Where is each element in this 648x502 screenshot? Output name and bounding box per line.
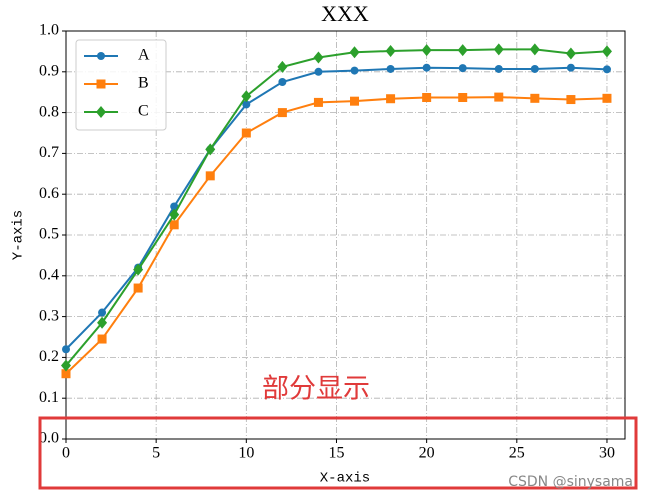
axes-frame <box>65 30 626 440</box>
marker <box>314 67 323 76</box>
y-tick-label: 0.6 <box>39 185 59 202</box>
marker <box>386 94 396 104</box>
marker <box>97 52 105 60</box>
marker <box>457 44 468 57</box>
marker <box>242 100 251 109</box>
legend-label: B <box>138 75 149 92</box>
marker <box>277 108 287 118</box>
marker <box>530 64 539 73</box>
marker <box>277 60 288 73</box>
x-tick-label: 20 <box>419 445 435 462</box>
marker <box>278 78 287 86</box>
marker <box>62 345 70 354</box>
marker <box>61 369 71 379</box>
chart-title: XXX <box>321 1 369 26</box>
marker <box>61 359 71 372</box>
marker <box>458 93 468 103</box>
x-tick-label: 5 <box>152 445 160 462</box>
marker <box>422 63 431 72</box>
y-tick-label: 0.5 <box>39 226 59 243</box>
marker <box>169 208 180 221</box>
marker <box>601 45 612 58</box>
series-line <box>65 96 608 375</box>
annotation: 部分显示 <box>262 374 370 405</box>
marker <box>494 64 503 73</box>
marker <box>133 283 143 293</box>
legend-label: A <box>138 47 150 64</box>
x-tick-label: 15 <box>328 445 344 462</box>
marker <box>96 79 106 89</box>
marker <box>350 66 359 75</box>
marker <box>170 202 179 211</box>
marker <box>385 44 396 57</box>
highlight-box <box>38 416 638 490</box>
y-tick-label: 0.3 <box>39 307 59 324</box>
marker <box>494 92 504 102</box>
marker <box>565 47 576 60</box>
legend-label: C <box>138 103 149 120</box>
x-tick-label: 10 <box>238 445 254 462</box>
marker <box>313 97 323 107</box>
legend: ABC <box>75 39 167 131</box>
series-line <box>65 48 608 367</box>
marker <box>530 93 540 103</box>
y-tick-label: 1.0 <box>39 22 59 39</box>
y-tick-label: 0.1 <box>39 389 59 406</box>
marker <box>241 90 252 103</box>
marker <box>169 220 179 230</box>
y-tick-label: 0.8 <box>39 103 59 120</box>
marker <box>350 96 360 106</box>
marker <box>566 95 576 105</box>
marker <box>458 64 467 73</box>
marker <box>529 43 540 56</box>
marker <box>386 64 395 73</box>
watermark: CSDN @sinysama <box>508 474 633 490</box>
y-tick-label: 0.0 <box>39 430 59 447</box>
marker <box>493 43 504 56</box>
marker <box>313 51 324 64</box>
marker <box>422 93 432 103</box>
x-tick-label: 25 <box>509 445 525 462</box>
y-axis-label: Y-axis <box>11 210 27 260</box>
marker <box>241 128 251 138</box>
marker <box>97 334 107 344</box>
marker <box>205 143 216 156</box>
legend-box <box>75 39 167 131</box>
marker <box>602 93 612 103</box>
x-tick-label: 0 <box>62 445 70 462</box>
marker <box>602 65 611 74</box>
x-tick-label: 30 <box>599 445 615 462</box>
marker <box>205 171 215 181</box>
plot-area: 0.0 0.1 0.2 0.3 0.4 0.5 0.6 0.7 0.8 0.9 1.0 0 5 10 15 2… <box>39 22 626 462</box>
marker <box>133 263 144 276</box>
marker <box>97 316 108 329</box>
y-tick-label: 0.7 <box>39 144 59 161</box>
y-tick-label: 0.9 <box>39 62 59 79</box>
marker <box>96 106 106 118</box>
marker <box>349 46 360 59</box>
y-tick-label: 0.4 <box>39 266 59 283</box>
y-tick-label: 0.2 <box>39 348 59 365</box>
x-axis-label: X-axis <box>320 471 370 487</box>
marker <box>421 44 432 57</box>
marker <box>566 63 575 72</box>
series-line <box>65 66 608 350</box>
marker <box>98 308 107 317</box>
